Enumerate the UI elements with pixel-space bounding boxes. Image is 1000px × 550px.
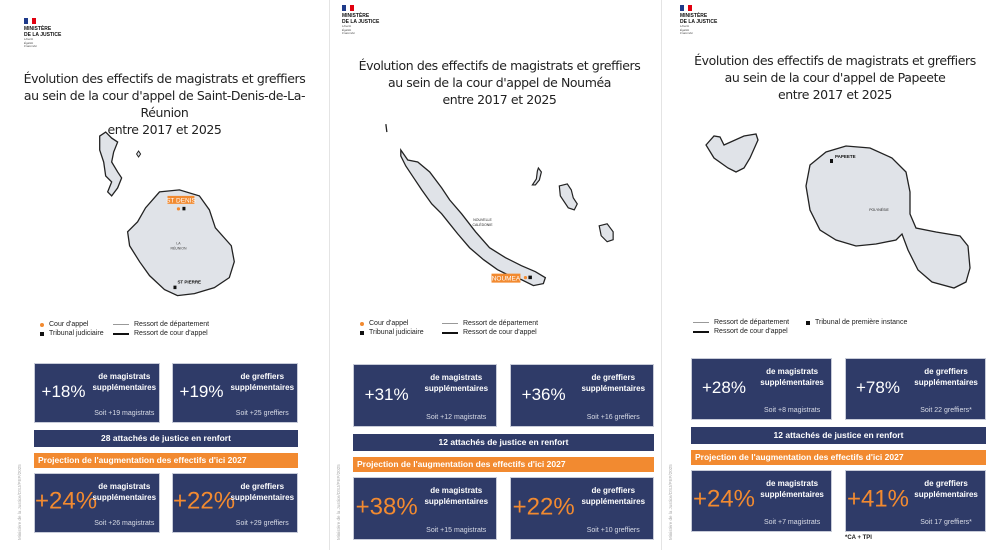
court-marker: [176, 207, 181, 211]
flag-icon: [24, 18, 36, 24]
court-dot-icon: [360, 321, 364, 326]
svg-text:POLYNÉSIE: POLYNÉSIE: [869, 207, 889, 212]
logo-motto: Liberté Égalité Fraternité: [680, 24, 693, 35]
page-title: Évolution des effectifs de magistrats et…: [694, 53, 976, 102]
map-label-court: NOUMEA: [492, 276, 521, 283]
thin-line-icon: [693, 322, 709, 323]
stat-box-magistrats: +18% de magistrats supplémentaires Soit +19…: [34, 363, 160, 423]
projection-banner: Projection de l'augmentation des effecti…: [353, 457, 654, 472]
footnote: *CA + TPI: [845, 535, 872, 541]
panel-saint-denis: MINISTÈRE DE LA JUSTICE Liberté Égalité Frat…: [0, 0, 330, 550]
source-credit: Ministère de la Justice/DSJ/PEP/2025: [17, 464, 22, 540]
map-new-caledonia: NOUVELLE CALÉDONIE NOUMEA: [385, 124, 614, 287]
tribunal-square-icon: [360, 330, 364, 335]
stat-box-magistrats: +31% de magistrats supplémentaires Soit +12…: [353, 364, 497, 427]
projection-box-greffiers: +22% de greffiers supplémentaires Soit +10 …: [510, 477, 654, 540]
projection-banner: Projection de l'augmentation des effecti…: [34, 453, 298, 468]
svg-text:CALÉDONIE: CALÉDONIE: [473, 222, 494, 227]
tribunal-marker: [173, 285, 177, 290]
map-moorea: [705, 133, 759, 173]
projection-box-magistrats: +24% de magistrats supplémentaires Soit +7 …: [691, 470, 832, 532]
court-dot-icon: [40, 322, 44, 327]
court-marker: [523, 276, 528, 280]
svg-text:RÉUNION: RÉUNION: [170, 246, 186, 251]
map-label-court: ST DENIS: [166, 197, 196, 204]
logo-text: DE LA JUSTICE: [24, 32, 62, 38]
flag-icon: [680, 5, 692, 11]
tribunal-marker: [830, 159, 833, 163]
stat-box-greffiers: +36% de greffiers supplémentaires Soit +16 …: [510, 364, 654, 427]
thin-line-icon: [442, 323, 458, 324]
tribunal-square-icon: [40, 331, 44, 336]
panel-papeete: MINISTÈRE DE LA JUSTICE Liberté Égalité Frat…: [668, 0, 1000, 550]
logo-motto: Liberté Égalité Fraternité: [24, 37, 37, 48]
projection-box-greffiers: +22% de greffiers supplémentaires Soit +29 …: [172, 473, 298, 533]
projection-banner: Projection de l'augmentation des effecti…: [691, 450, 986, 465]
thick-line-icon: [693, 330, 709, 333]
logo-text: MINISTÈRE: [680, 13, 708, 19]
thick-line-icon: [113, 332, 129, 335]
stat-box-magistrats: +28% de magistrats supplémentaires Soit +8 …: [691, 358, 832, 420]
thin-line-icon: [113, 324, 129, 325]
map-tahiti: PAPEETE POLYNÉSIE: [705, 133, 971, 289]
projection-box-greffiers: +41% de greffiers supplémentaires Soit 17 g…: [845, 470, 986, 532]
thick-line-icon: [442, 331, 458, 334]
logo-text: DE LA JUSTICE: [680, 19, 718, 25]
map-mayotte: [99, 131, 123, 197]
map-tahiti-island: [805, 145, 971, 289]
svg-text:NOUVELLE: NOUVELLE: [473, 218, 492, 222]
logo-text: MINISTÈRE: [342, 13, 370, 19]
page-title: Évolution des effectifs de magistrats et…: [358, 58, 641, 107]
attaches-banner: 12 attachés de justice en renfort: [353, 434, 654, 451]
stat-box-greffiers: +19% de greffiers supplémentaires Soit +25 …: [172, 363, 298, 423]
panel-noumea: MINISTÈRE DE LA JUSTICE Liberté Égalité Frat…: [336, 0, 662, 550]
tribunal-square-icon: [806, 320, 810, 325]
tribunal-marker: [528, 275, 532, 280]
ministry-logo: MINISTÈRE DE LA JUSTICE Liberté Égalité Frat…: [24, 18, 61, 49]
flag-icon: [342, 5, 354, 11]
logo-text: MINISTÈRE: [24, 26, 52, 32]
page-title: Évolution des effectifs de magistrats et…: [23, 71, 306, 137]
attaches-banner: 28 attachés de justice en renfort: [34, 430, 298, 447]
source-credit: Ministère de la Justice/DSJ/PEP/2025: [668, 464, 673, 540]
map-label-court: PAPEETE: [835, 154, 856, 159]
logo-motto: Liberté Égalité Fraternité: [342, 24, 355, 35]
projection-box-magistrats: +38% de magistrats supplémentaires Soit +15…: [353, 477, 497, 540]
map-grande-terre: [400, 147, 547, 287]
tribunal-marker: [182, 206, 186, 211]
source-credit: Ministère de la Justice/DSJ/PEP/2025: [336, 464, 341, 540]
svg-text:ST PIERRE: ST PIERRE: [177, 280, 201, 285]
ministry-logo: MINISTÈRE DE LA JUSTICE Liberté Égalité Frat…: [680, 5, 717, 36]
map-reunion-island: [126, 189, 235, 297]
stat-box-greffiers: +78% de greffiers supplémentaires Soit 22 g…: [845, 358, 986, 420]
ministry-logo: MINISTÈRE DE LA JUSTICE Liberté Égalité Frat…: [342, 5, 379, 36]
svg-text:LA: LA: [176, 242, 181, 246]
projection-box-magistrats: +24% de magistrats supplémentaires Soit +26…: [34, 473, 160, 533]
logo-text: DE LA JUSTICE: [342, 19, 380, 25]
attaches-banner: 12 attachés de justice en renfort: [691, 427, 986, 444]
